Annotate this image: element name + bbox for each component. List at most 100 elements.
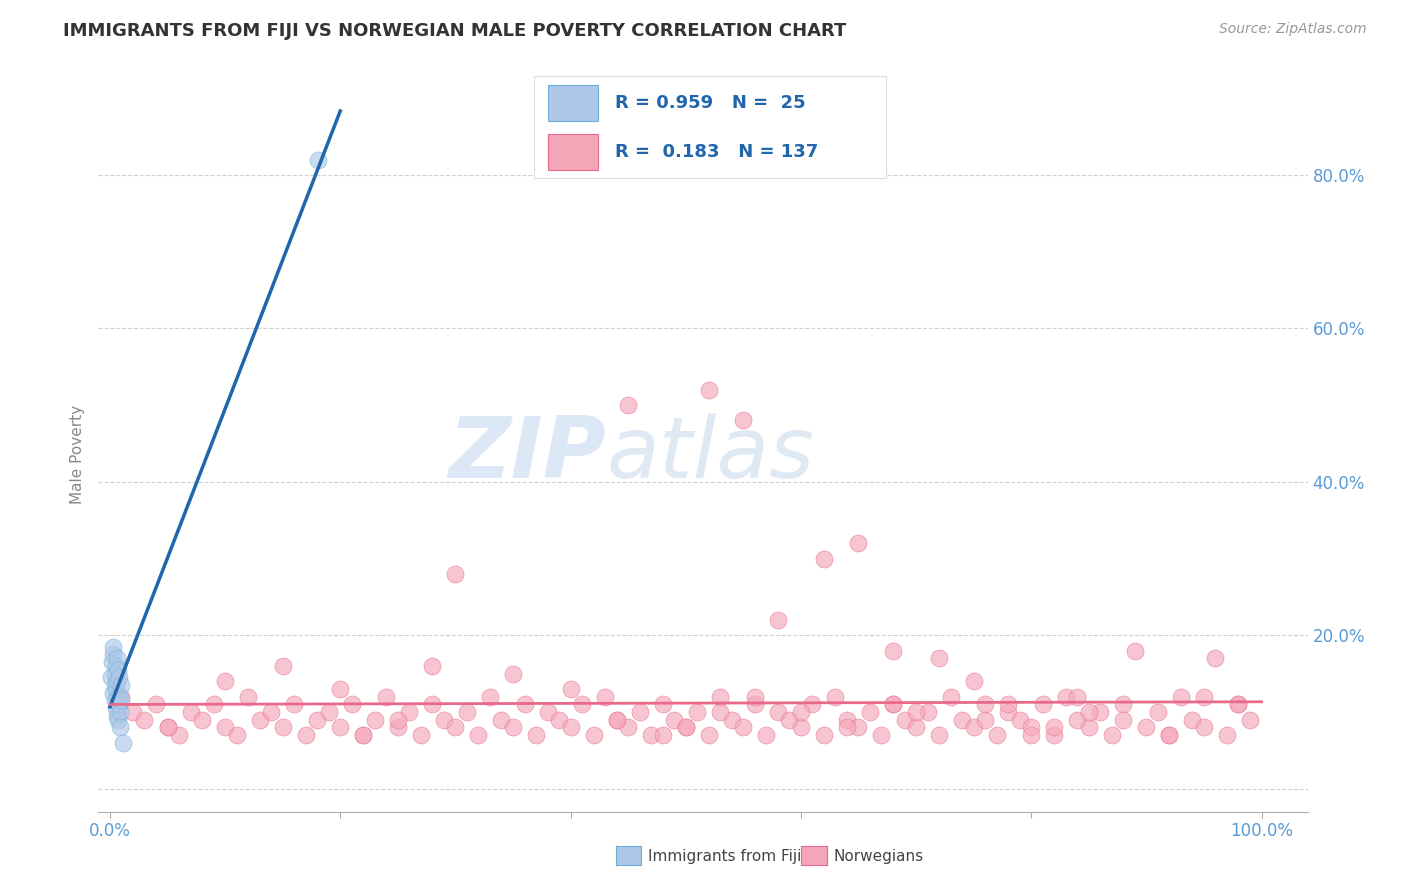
Point [1112, 698, 1135, 712]
Point [110, 690, 132, 704]
Point [1019, 720, 1042, 734]
Point [122, 705, 145, 719]
Text: IMMIGRANTS FROM FIJI VS NORWEGIAN MALE POVERTY CORRELATION CHART: IMMIGRANTS FROM FIJI VS NORWEGIAN MALE P… [63, 22, 846, 40]
Point [107, 713, 129, 727]
Point [1159, 728, 1181, 742]
Point [778, 713, 800, 727]
Point [997, 698, 1019, 712]
Point [271, 720, 294, 734]
Point [422, 698, 444, 712]
Point [859, 705, 882, 719]
Point [835, 720, 858, 734]
Point [709, 690, 731, 704]
Point [1227, 698, 1250, 712]
Point [593, 690, 616, 704]
Text: Immigrants from Fiji: Immigrants from Fiji [648, 849, 801, 863]
Point [606, 713, 628, 727]
Point [905, 705, 928, 719]
Point [103, 693, 125, 707]
Point [997, 705, 1019, 719]
Point [375, 690, 398, 704]
Point [103, 648, 125, 662]
Point [675, 720, 697, 734]
Point [352, 728, 374, 742]
Point [1192, 690, 1215, 704]
Point [444, 566, 467, 581]
Point [548, 713, 571, 727]
Point [628, 705, 651, 719]
Point [560, 720, 582, 734]
Point [1135, 720, 1157, 734]
Point [225, 728, 247, 742]
Point [1054, 690, 1077, 704]
Point [755, 728, 778, 742]
Point [744, 690, 766, 704]
Text: R = 0.959   N =  25: R = 0.959 N = 25 [616, 94, 806, 112]
Point [1101, 728, 1123, 742]
Point [962, 674, 984, 689]
Point [974, 698, 997, 712]
Point [433, 713, 456, 727]
Point [294, 728, 316, 742]
Point [307, 713, 329, 727]
Point [1077, 705, 1099, 719]
Point [1192, 720, 1215, 734]
Point [571, 698, 593, 712]
Point [651, 698, 673, 712]
Point [939, 690, 962, 704]
Point [502, 666, 524, 681]
Point [214, 674, 236, 689]
Point [697, 383, 720, 397]
Point [167, 728, 190, 742]
Point [467, 728, 489, 742]
Point [790, 720, 813, 734]
Point [107, 690, 129, 704]
Point [1204, 651, 1226, 665]
Point [108, 670, 131, 684]
Point [180, 705, 202, 719]
Point [733, 720, 755, 734]
Point [456, 705, 478, 719]
Point [1239, 713, 1261, 727]
Point [110, 705, 132, 719]
Point [191, 713, 214, 727]
Point [1216, 728, 1239, 742]
Point [733, 413, 755, 427]
Point [1077, 720, 1099, 734]
Point [364, 713, 387, 727]
Point [835, 713, 858, 727]
Point [145, 698, 167, 712]
Point [110, 678, 132, 692]
Point [801, 698, 824, 712]
Point [502, 720, 524, 734]
Point [950, 713, 973, 727]
Point [100, 670, 122, 684]
Point [491, 713, 513, 727]
Point [156, 720, 179, 734]
Point [928, 651, 950, 665]
Point [1147, 705, 1170, 719]
Point [283, 698, 305, 712]
Point [1227, 698, 1250, 712]
Point [1032, 698, 1054, 712]
Point [870, 728, 893, 742]
Point [560, 681, 582, 696]
Point [1066, 713, 1088, 727]
Point [318, 705, 340, 719]
Point [1181, 713, 1204, 727]
Point [813, 728, 835, 742]
Text: Source: ZipAtlas.com: Source: ZipAtlas.com [1219, 22, 1367, 37]
Point [697, 728, 720, 742]
Point [720, 713, 742, 727]
Point [107, 663, 129, 677]
Point [105, 651, 128, 665]
FancyBboxPatch shape [548, 85, 598, 121]
Point [974, 713, 997, 727]
Point [387, 720, 409, 734]
Point [651, 728, 673, 742]
Point [103, 678, 125, 692]
Point [236, 690, 259, 704]
Text: Norwegians: Norwegians [834, 849, 924, 863]
Point [640, 728, 662, 742]
Point [104, 659, 127, 673]
